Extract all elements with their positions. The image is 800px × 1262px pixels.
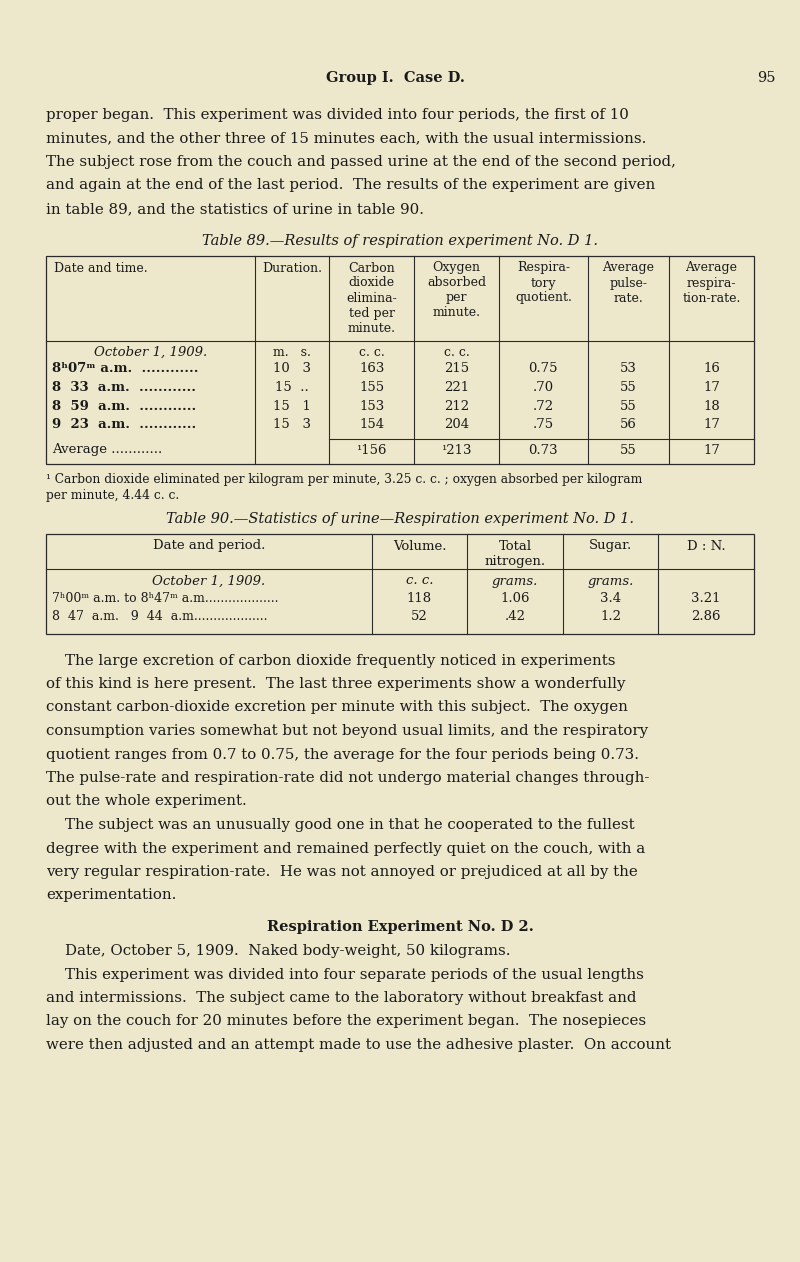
Text: lay on the couch for 20 minutes before the experiment began.  The nosepieces: lay on the couch for 20 minutes before t… bbox=[46, 1015, 646, 1029]
Text: 8  47  a.m.   9  44  a.m...................: 8 47 a.m. 9 44 a.m................... bbox=[52, 610, 267, 622]
Text: 15   1: 15 1 bbox=[273, 400, 311, 413]
Text: Average
respira-
tion-rate.: Average respira- tion-rate. bbox=[682, 261, 741, 304]
Text: October 1, 1909.: October 1, 1909. bbox=[152, 574, 266, 588]
Text: 1.2: 1.2 bbox=[600, 610, 621, 622]
Text: Average
pulse-
rate.: Average pulse- rate. bbox=[602, 261, 654, 304]
Text: m.   s.: m. s. bbox=[273, 346, 311, 358]
Text: 10   3: 10 3 bbox=[273, 362, 311, 376]
Text: c. c.: c. c. bbox=[406, 574, 434, 588]
Bar bbox=[46, 534, 754, 634]
Text: 154: 154 bbox=[359, 418, 384, 432]
Text: 55: 55 bbox=[620, 381, 637, 394]
Text: minutes, and the other three of 15 minutes each, with the usual intermissions.: minutes, and the other three of 15 minut… bbox=[46, 131, 646, 145]
Text: experimentation.: experimentation. bbox=[46, 888, 176, 902]
Text: 3.21: 3.21 bbox=[691, 592, 721, 604]
Text: The pulse-rate and respiration-rate did not undergo material changes through-: The pulse-rate and respiration-rate did … bbox=[46, 771, 650, 785]
Text: Volume.: Volume. bbox=[393, 539, 446, 553]
Text: The subject was an unusually good one in that he cooperated to the fullest: The subject was an unusually good one in… bbox=[46, 818, 634, 832]
Text: in table 89, and the statistics of urine in table 90.: in table 89, and the statistics of urine… bbox=[46, 202, 424, 216]
Text: grams.: grams. bbox=[492, 574, 538, 588]
Text: ¹ Carbon dioxide eliminated per kilogram per minute, 3.25 c. c. ; oxygen absorbe: ¹ Carbon dioxide eliminated per kilogram… bbox=[46, 473, 642, 486]
Text: 221: 221 bbox=[444, 381, 470, 394]
Text: Date, October 5, 1909.  Naked body-weight, 50 kilograms.: Date, October 5, 1909. Naked body-weight… bbox=[46, 944, 510, 958]
Text: Carbon
dioxide
elimina-
ted per
minute.: Carbon dioxide elimina- ted per minute. bbox=[346, 261, 397, 334]
Text: D : N.: D : N. bbox=[687, 539, 726, 553]
Text: 3.4: 3.4 bbox=[600, 592, 621, 604]
Text: Group I.  Case D.: Group I. Case D. bbox=[326, 71, 465, 85]
Text: c. c.: c. c. bbox=[444, 346, 470, 358]
Text: 17: 17 bbox=[703, 381, 720, 394]
Text: 16: 16 bbox=[703, 362, 720, 376]
Text: 17: 17 bbox=[703, 418, 720, 432]
Text: Oxygen
absorbed
per
minute.: Oxygen absorbed per minute. bbox=[427, 261, 486, 319]
Text: .75: .75 bbox=[533, 418, 554, 432]
Text: and intermissions.  The subject came to the laboratory without breakfast and: and intermissions. The subject came to t… bbox=[46, 991, 637, 1005]
Text: 215: 215 bbox=[444, 362, 470, 376]
Text: 0.75: 0.75 bbox=[529, 362, 558, 376]
Text: grams.: grams. bbox=[587, 574, 634, 588]
Text: 55: 55 bbox=[620, 443, 637, 457]
Text: .70: .70 bbox=[533, 381, 554, 394]
Text: The large excretion of carbon dioxide frequently noticed in experiments: The large excretion of carbon dioxide fr… bbox=[46, 654, 615, 668]
Text: 52: 52 bbox=[411, 610, 428, 622]
Text: 55: 55 bbox=[620, 400, 637, 413]
Text: The subject rose from the couch and passed urine at the end of the second period: The subject rose from the couch and pass… bbox=[46, 155, 676, 169]
Text: 17: 17 bbox=[703, 443, 720, 457]
Text: 153: 153 bbox=[359, 400, 384, 413]
Text: Date and time.: Date and time. bbox=[54, 261, 148, 275]
Text: very regular respiration-rate.  He was not annoyed or prejudiced at all by the: very regular respiration-rate. He was no… bbox=[46, 864, 638, 880]
Text: 118: 118 bbox=[407, 592, 432, 604]
Text: Total
nitrogen.: Total nitrogen. bbox=[485, 539, 546, 568]
Text: 2.86: 2.86 bbox=[691, 610, 721, 622]
Text: Respiration Experiment No. D 2.: Respiration Experiment No. D 2. bbox=[266, 920, 534, 934]
Text: proper began.  This experiment was divided into four periods, the first of 10: proper began. This experiment was divide… bbox=[46, 109, 629, 122]
Text: 163: 163 bbox=[359, 362, 384, 376]
Text: 0.73: 0.73 bbox=[529, 443, 558, 457]
Text: 9  23  a.m.  ............: 9 23 a.m. ............ bbox=[52, 418, 196, 432]
Text: 18: 18 bbox=[703, 400, 720, 413]
Text: 8  33  a.m.  ............: 8 33 a.m. ............ bbox=[52, 381, 196, 394]
Text: 95: 95 bbox=[757, 71, 775, 85]
Text: 8  59  a.m.  ............: 8 59 a.m. ............ bbox=[52, 400, 196, 413]
Text: 56: 56 bbox=[620, 418, 637, 432]
Text: consumption varies somewhat but not beyond usual limits, and the respiratory: consumption varies somewhat but not beyo… bbox=[46, 724, 648, 738]
Text: 15   3: 15 3 bbox=[273, 418, 311, 432]
Text: Duration.: Duration. bbox=[262, 261, 322, 275]
Text: were then adjusted and an attempt made to use the adhesive plaster.  On account: were then adjusted and an attempt made t… bbox=[46, 1039, 671, 1053]
Text: This experiment was divided into four separate periods of the usual lengths: This experiment was divided into four se… bbox=[46, 968, 644, 982]
Text: per minute, 4.44 c. c.: per minute, 4.44 c. c. bbox=[46, 488, 179, 501]
Text: Table 90.—Statistics of urine—Respiration experiment No. D 1.: Table 90.—Statistics of urine—Respiratio… bbox=[166, 511, 634, 525]
Text: Table 89.—Results of respiration experiment No. D 1.: Table 89.—Results of respiration experim… bbox=[202, 233, 598, 247]
Text: ¹213: ¹213 bbox=[442, 443, 472, 457]
Text: .42: .42 bbox=[505, 610, 526, 622]
Text: 204: 204 bbox=[444, 418, 470, 432]
Text: 7ʰ00ᵐ a.m. to 8ʰ47ᵐ a.m...................: 7ʰ00ᵐ a.m. to 8ʰ47ᵐ a.m.................… bbox=[52, 592, 278, 604]
Text: degree with the experiment and remained perfectly quiet on the couch, with a: degree with the experiment and remained … bbox=[46, 842, 646, 856]
Text: 15  ..: 15 .. bbox=[275, 381, 309, 394]
Text: and again at the end of the last period.  The results of the experiment are give: and again at the end of the last period.… bbox=[46, 178, 655, 193]
Text: Sugar.: Sugar. bbox=[589, 539, 632, 553]
Text: October 1, 1909.: October 1, 1909. bbox=[94, 346, 207, 358]
Text: Respira-
tory
quotient.: Respira- tory quotient. bbox=[515, 261, 572, 304]
Text: of this kind is here present.  The last three experiments show a wonderfully: of this kind is here present. The last t… bbox=[46, 676, 626, 692]
Text: 53: 53 bbox=[620, 362, 637, 376]
Text: c. c.: c. c. bbox=[359, 346, 385, 358]
Bar bbox=[46, 255, 754, 463]
Text: Date and period.: Date and period. bbox=[153, 539, 265, 553]
Text: Average ............: Average ............ bbox=[52, 443, 162, 457]
Text: constant carbon-dioxide excretion per minute with this subject.  The oxygen: constant carbon-dioxide excretion per mi… bbox=[46, 700, 628, 714]
Text: quotient ranges from 0.7 to 0.75, the average for the four periods being 0.73.: quotient ranges from 0.7 to 0.75, the av… bbox=[46, 747, 639, 761]
Text: out the whole experiment.: out the whole experiment. bbox=[46, 795, 246, 809]
Text: ¹156: ¹156 bbox=[357, 443, 387, 457]
Text: 8ʰ07ᵐ a.m.  ............: 8ʰ07ᵐ a.m. ............ bbox=[52, 362, 198, 376]
Text: 212: 212 bbox=[444, 400, 470, 413]
Text: 1.06: 1.06 bbox=[500, 592, 530, 604]
Text: .72: .72 bbox=[533, 400, 554, 413]
Text: 155: 155 bbox=[359, 381, 384, 394]
